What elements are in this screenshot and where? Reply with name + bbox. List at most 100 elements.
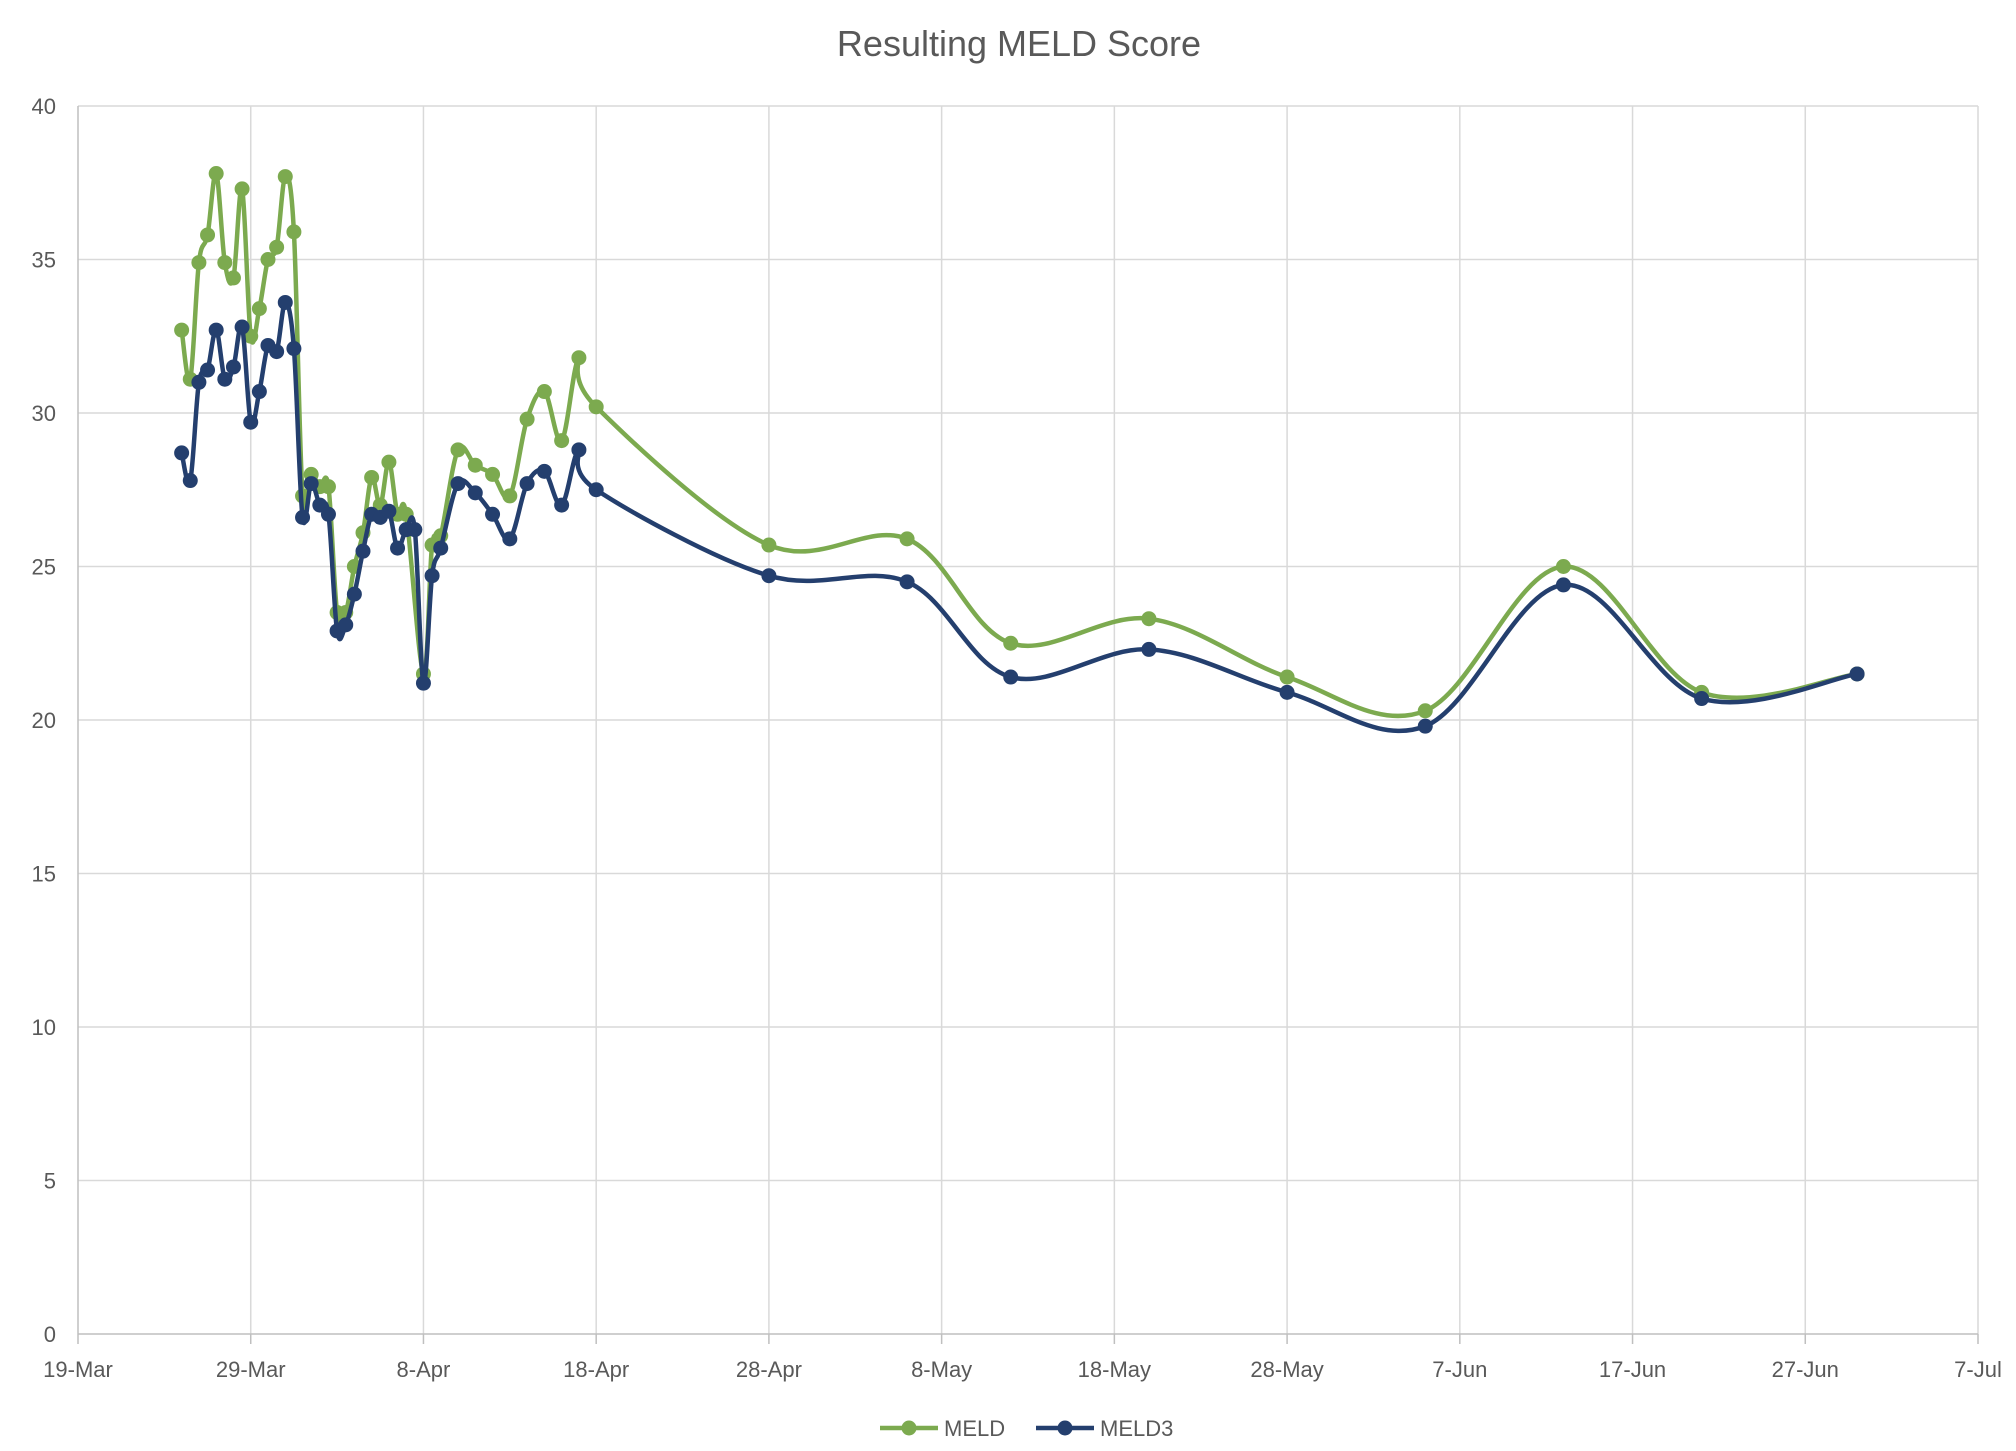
meld3-point (424, 568, 440, 584)
meld3-point (588, 482, 604, 498)
meld3-point (1279, 684, 1295, 700)
meld-point (225, 270, 241, 286)
meld3-point (320, 506, 336, 522)
x-tick-label: 27-Jun (1772, 1357, 1839, 1382)
y-tick-label: 15 (32, 862, 56, 887)
meld3-point (200, 362, 216, 378)
axes: 0 5 10 15 20 25 30 35 40 19-Mar 29-Mar 8-Apr 18-Apr 2… (32, 94, 2002, 1382)
x-tick-label: 18-May (1078, 1357, 1151, 1382)
x-tick-label: 8-May (911, 1357, 972, 1382)
y-tick-label: 25 (32, 555, 56, 580)
meld-point (519, 411, 535, 427)
meld-point (1141, 611, 1157, 627)
meld-point (277, 169, 293, 185)
gridlines (78, 105, 1979, 1334)
legend-item-meld3: MELD3 (1036, 1416, 1173, 1441)
meld-point (286, 224, 302, 240)
meld3-point (208, 322, 224, 338)
meld-point (1417, 703, 1433, 719)
meld3-point (390, 540, 406, 556)
meld3-point (243, 414, 259, 430)
y-tick-label: 35 (32, 248, 56, 273)
meld-point (485, 466, 501, 482)
meld3-point (269, 344, 285, 360)
legend-label-meld: MELD (944, 1416, 1005, 1441)
x-tick-label: 28-Apr (736, 1357, 802, 1382)
meld3-point (433, 540, 449, 556)
legend-label-meld3: MELD3 (1100, 1416, 1173, 1441)
meld3-point (571, 442, 587, 458)
meld-point (217, 255, 233, 271)
legend-swatch-marker-meld3 (1057, 1420, 1073, 1436)
meld-point (571, 350, 587, 366)
meld3-point (182, 473, 198, 489)
x-tick-label: 8-Apr (397, 1357, 451, 1382)
meld3-point (234, 319, 250, 335)
meld-point (191, 255, 207, 271)
x-tick-label: 17-Jun (1599, 1357, 1666, 1382)
meld-point (1003, 635, 1019, 651)
meld3-point (761, 568, 777, 584)
meld3-point (338, 617, 354, 633)
series-meld3 (174, 294, 1865, 734)
meld-point (200, 227, 216, 243)
meld3-point (1694, 691, 1710, 707)
meld-point (467, 457, 483, 473)
x-tick-label: 19-Mar (43, 1357, 113, 1382)
meld-point (450, 442, 466, 458)
meld-point (1279, 669, 1295, 685)
x-tick-label: 7-Jul (1954, 1357, 2002, 1382)
y-tick-label: 5 (44, 1169, 56, 1194)
meld3-point (467, 485, 483, 501)
meld3-point (450, 476, 466, 492)
meld3-point (295, 509, 311, 525)
y-tick-label: 0 (44, 1322, 56, 1347)
meld3-point (174, 445, 190, 461)
y-tick-label: 30 (32, 401, 56, 426)
meld-point (251, 301, 267, 317)
meld3-point (251, 384, 267, 400)
x-tick-label: 29-Mar (216, 1357, 286, 1382)
y-tick-label: 10 (32, 1015, 56, 1040)
meld-point (588, 399, 604, 415)
legend-swatch-marker-meld (901, 1420, 917, 1436)
meld3-point (415, 675, 431, 691)
meld3-point (519, 476, 535, 492)
y-tick-label: 20 (32, 708, 56, 733)
meld3-point (303, 476, 319, 492)
meld3-point (191, 374, 207, 390)
meld3-point (1849, 666, 1865, 682)
meld3-point (536, 463, 552, 479)
meld3-point (1141, 641, 1157, 657)
legend: MELD MELD3 (880, 1416, 1173, 1441)
meld3-point (355, 543, 371, 559)
meld-point (761, 537, 777, 553)
meld-point (502, 488, 518, 504)
meld3-point (217, 371, 233, 387)
meld3-point (1417, 718, 1433, 734)
meld-point (536, 384, 552, 400)
x-tick-label: 28-May (1250, 1357, 1323, 1382)
meld3-point (1555, 577, 1571, 593)
meld-point (269, 239, 285, 255)
y-tick-label: 40 (32, 94, 56, 119)
meld-point (364, 469, 380, 485)
meld3-point (381, 503, 397, 519)
meld-point (208, 166, 224, 182)
meld-point (554, 433, 570, 449)
series-lines (174, 166, 1865, 734)
meld-point (320, 479, 336, 495)
chart-title: Resulting MELD Score (837, 23, 1201, 64)
meld3-point (407, 522, 423, 538)
legend-item-meld: MELD (880, 1416, 1005, 1441)
x-tick-label: 18-Apr (563, 1357, 629, 1382)
meld-point (899, 531, 915, 547)
meld-point (174, 322, 190, 338)
meld3-point (277, 294, 293, 310)
meld3-point (286, 341, 302, 357)
meld3-point (502, 531, 518, 547)
meld3-point (225, 359, 241, 375)
